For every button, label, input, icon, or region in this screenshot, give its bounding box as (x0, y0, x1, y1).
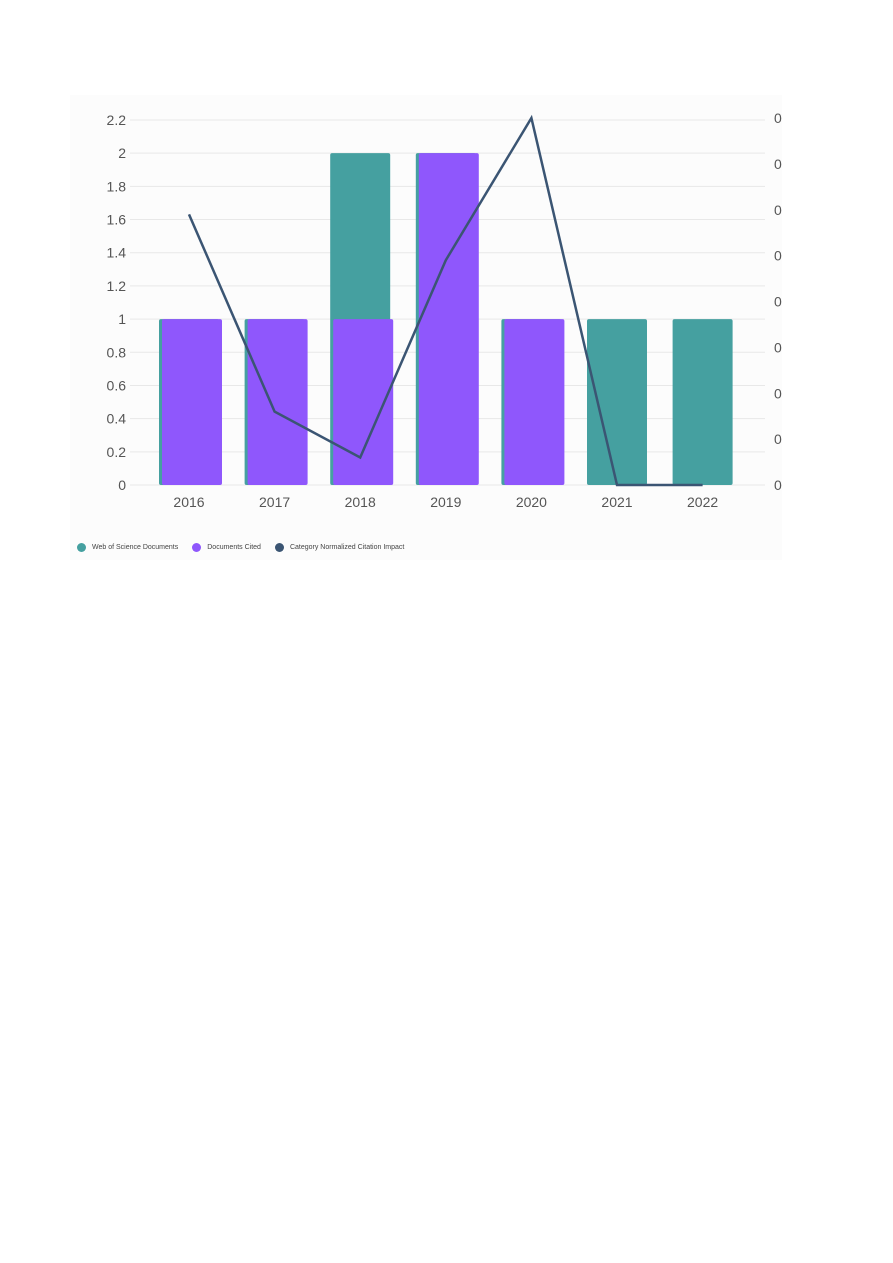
bar-documents-cited (333, 319, 394, 485)
bar-web-of-science-documents (587, 319, 647, 485)
left-tick-label: 1.2 (107, 278, 127, 294)
left-tick-label: 0.4 (107, 411, 127, 427)
x-tick-label: 2017 (259, 494, 290, 510)
combo-chart: 0 0.2 0.4 0.6 0.8 1 1.2 1.4 1.6 1.8 2 2.2 0.0 0.1 0.2 0… (107, 110, 782, 510)
legend-label: Documents Cited (207, 544, 261, 551)
x-tick-label: 2020 (516, 494, 547, 510)
right-tick-label: 0.0 (774, 477, 782, 493)
bar-documents-cited (162, 319, 222, 485)
right-tick-label: 0.5 (774, 248, 782, 264)
legend-marker (192, 543, 202, 552)
left-tick-label: 0.8 (107, 344, 127, 360)
left-tick-label: 1 (118, 311, 126, 327)
left-tick-label: 0 (118, 477, 126, 493)
left-tick-label: 1.4 (107, 245, 127, 261)
left-tick-label: 0.6 (107, 377, 127, 393)
right-tick-label: 0.2 (774, 385, 782, 401)
left-tick-label: 2 (118, 145, 126, 161)
right-tick-label: 0.6 (774, 202, 782, 218)
bar-documents-cited (418, 153, 479, 485)
x-tick-label: 2016 (173, 494, 204, 510)
right-tick-label: 0.1 (774, 431, 782, 447)
legend-item[interactable]: Web of Science Documents (77, 543, 178, 552)
left-tick-label: 2.2 (107, 112, 127, 128)
bar-documents-cited (247, 319, 308, 485)
x-tick-label: 2018 (345, 494, 376, 510)
left-tick-label: 0.2 (107, 444, 127, 460)
chart-container: 0 0.2 0.4 0.6 0.8 1 1.2 1.4 1.6 1.8 2 2.2 0.0 0.1 0.2 0… (70, 95, 782, 560)
x-tick-label: 2022 (687, 494, 718, 510)
x-tick-label: 2019 (430, 494, 461, 510)
bar-documents-cited (504, 319, 565, 485)
right-tick-label: 0.7 (774, 156, 782, 172)
legend-marker (274, 543, 284, 552)
right-tick-label: 0.4 (774, 294, 782, 310)
legend-item[interactable]: Documents Cited (192, 543, 261, 552)
right-tick-label: 0.3 (774, 339, 782, 355)
legend-marker (77, 543, 86, 552)
legend-label: Category Normalized Citation Impact (289, 544, 405, 551)
legend-label: Web of Science Documents (92, 544, 179, 551)
left-tick-label: 1.6 (107, 212, 127, 228)
bar-web-of-science-documents (672, 319, 733, 485)
left-tick-label: 1.8 (107, 178, 127, 194)
legend-item[interactable]: Category Normalized Citation Impact (274, 543, 405, 552)
legend: Web of Science Documents Documents Cited C… (77, 543, 418, 552)
x-tick-label: 2021 (601, 494, 632, 510)
right-tick-label: 0.8 (774, 110, 782, 126)
